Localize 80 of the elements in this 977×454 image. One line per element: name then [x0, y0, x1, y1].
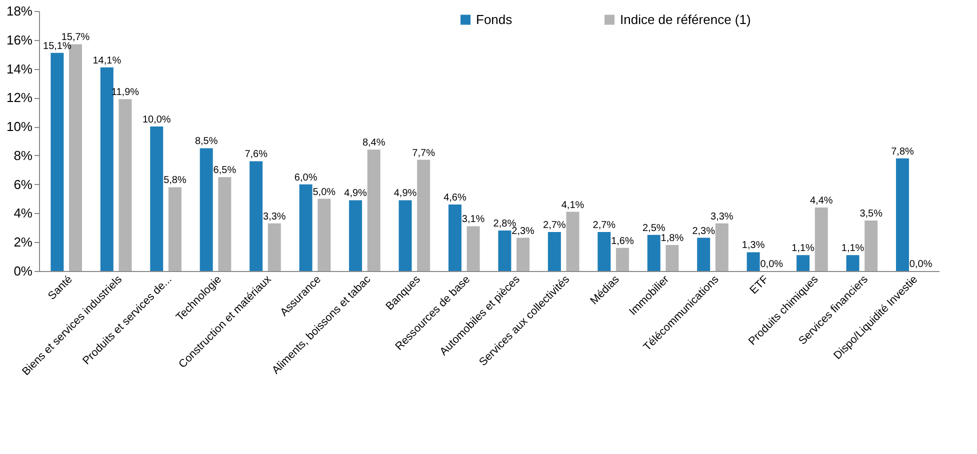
y-tick-label: 0% [14, 264, 33, 278]
data-label: 1,6% [611, 236, 634, 247]
data-label: 1,3% [742, 240, 765, 252]
data-label: 7,8% [891, 146, 914, 158]
data-label: 2,5% [642, 222, 666, 234]
legend-label: Indice de référence (1) [620, 12, 751, 27]
data-label: 4,6% [444, 192, 466, 204]
data-label: 2,3% [512, 226, 535, 237]
bar [349, 200, 362, 271]
bar [367, 150, 380, 271]
bar [598, 232, 611, 271]
bar [548, 232, 561, 271]
bar [168, 187, 182, 271]
bar [250, 161, 263, 271]
data-label: 5,0% [312, 186, 336, 198]
data-label: 7,7% [412, 148, 436, 159]
y-tick-label: 14% [6, 61, 33, 76]
data-label: 15,7% [61, 32, 90, 44]
data-label: 6,5% [213, 165, 236, 176]
data-label: 2,3% [692, 226, 716, 237]
bar [498, 230, 512, 271]
data-label: 14,1% [92, 55, 122, 66]
data-label: 7,6% [244, 149, 268, 160]
bar [299, 184, 312, 271]
bar [566, 212, 580, 271]
data-label: 10,0% [142, 114, 171, 126]
bar [50, 52, 64, 271]
data-label: 0,0% [760, 259, 784, 270]
data-label: 2,7% [543, 220, 566, 231]
bar [200, 148, 213, 271]
bar [715, 223, 728, 271]
y-tick-label: 10% [6, 119, 33, 134]
bar [417, 160, 430, 271]
data-label: 8,4% [362, 138, 386, 149]
data-label: 6,0% [294, 172, 318, 184]
bar [746, 252, 760, 271]
bar [318, 198, 331, 271]
bar [516, 238, 530, 271]
data-label: 5,8% [164, 175, 186, 186]
data-label: 4,4% [810, 195, 833, 206]
bar [69, 44, 82, 271]
y-tick-label: 18% [6, 4, 33, 18]
bar [697, 238, 710, 271]
y-tick-label: 12% [6, 90, 33, 106]
data-label: 3,5% [860, 208, 883, 220]
bar [896, 158, 909, 271]
bar [448, 204, 462, 271]
y-tick-label: 6% [14, 176, 33, 192]
data-label: 4,1% [561, 200, 584, 211]
data-label: 4,9% [394, 188, 417, 200]
data-label: 2,7% [592, 220, 616, 231]
bar [814, 207, 828, 271]
data-label: 3,1% [462, 214, 485, 226]
bar [796, 255, 810, 271]
bar [466, 226, 480, 271]
data-label: 1,8% [660, 233, 684, 244]
data-label: 1,1% [841, 243, 864, 254]
bar [846, 255, 860, 271]
y-tick-label: 2% [14, 234, 33, 250]
data-label: 1,1% [792, 243, 815, 254]
y-tick-label: 8% [14, 148, 33, 163]
bar [864, 220, 878, 271]
bar [218, 177, 232, 271]
bar [100, 67, 114, 271]
bar [666, 245, 679, 271]
bar [398, 200, 412, 271]
bar [118, 99, 132, 271]
data-label: 3,3% [710, 211, 734, 222]
data-label: 0,0% [909, 259, 932, 270]
bar [268, 223, 281, 271]
y-tick-label: 4% [14, 206, 33, 221]
bar [150, 126, 164, 271]
legend-label: Fonds [476, 12, 513, 27]
data-label: 15,1% [43, 40, 72, 52]
data-label: 4,9% [344, 188, 368, 200]
bar [616, 248, 629, 271]
bar [647, 234, 660, 271]
data-label: 8,5% [194, 136, 218, 148]
y-tick-label: 16% [6, 32, 33, 48]
data-label: 3,3% [263, 211, 286, 222]
